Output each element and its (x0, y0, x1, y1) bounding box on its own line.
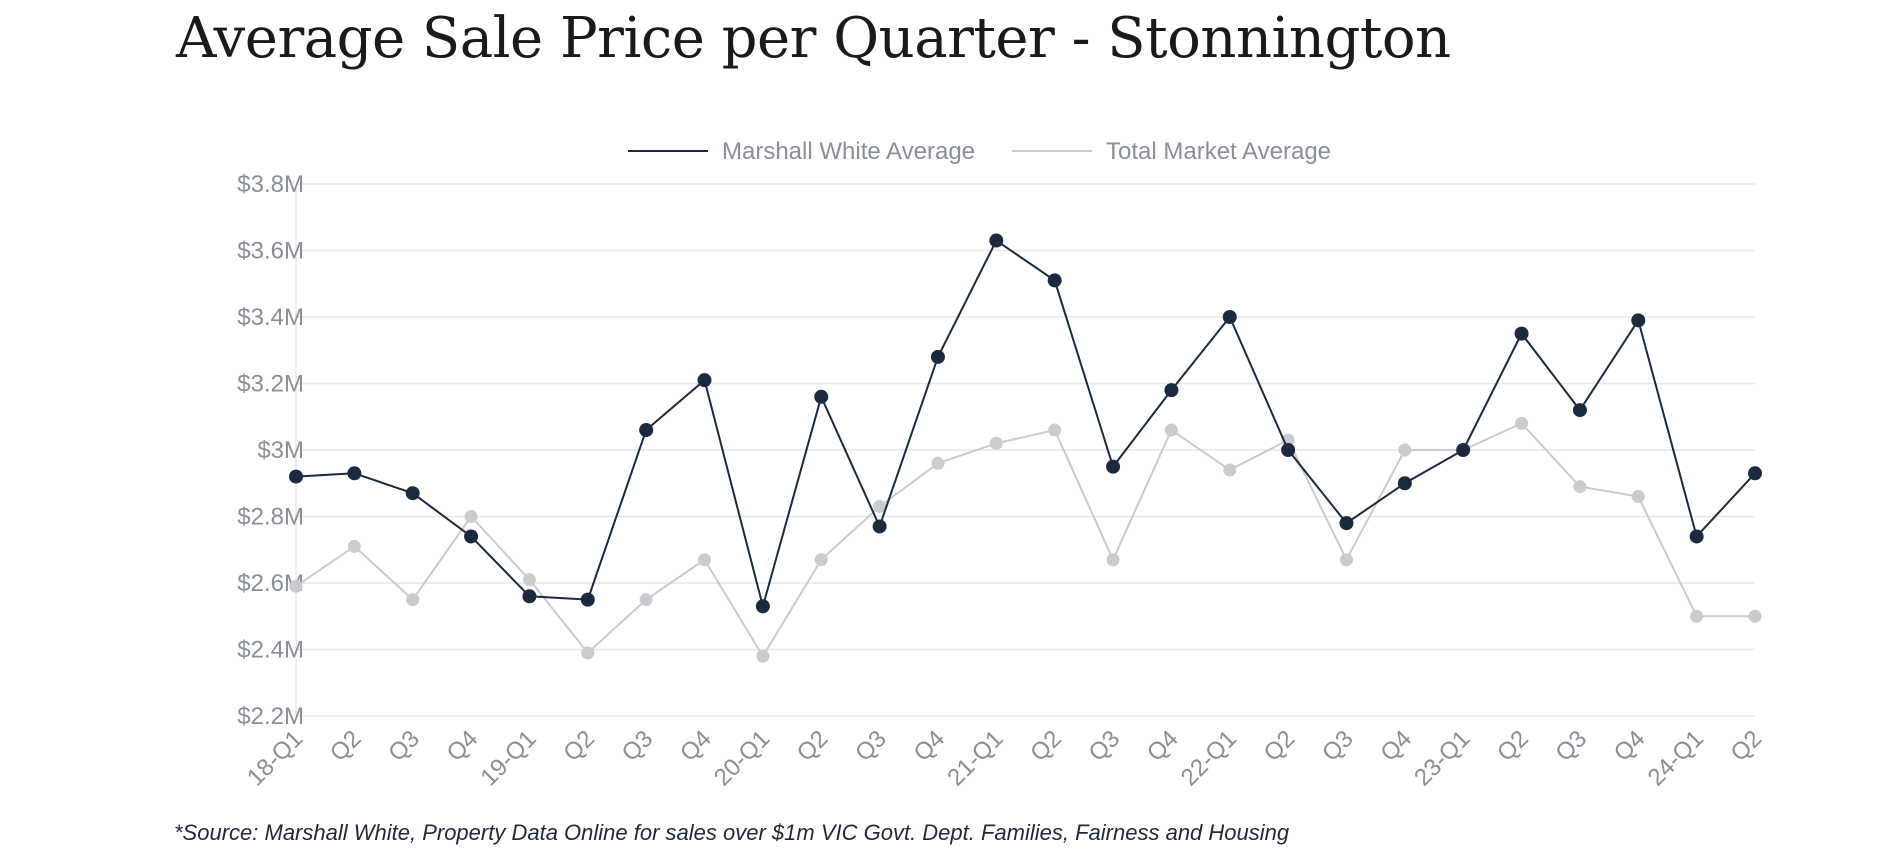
series-line (295, 239, 1756, 608)
x-tick-label: Q3 (850, 725, 892, 767)
data-point (931, 456, 945, 470)
data-point (930, 349, 945, 364)
data-point (989, 436, 1003, 450)
x-tick-label: 23-Q1 (1409, 725, 1475, 791)
data-point (989, 233, 1004, 248)
x-tick-label: Q3 (617, 725, 659, 767)
y-tick-label: $3.6M (237, 238, 304, 265)
data-point (289, 469, 303, 484)
data-point (1514, 326, 1529, 341)
data-point (1748, 609, 1762, 623)
source-note: *Source: Marshall White, Property Data O… (174, 820, 1290, 845)
x-tick-label: Q3 (383, 725, 425, 767)
data-point (1339, 516, 1354, 531)
x-tick-label: Q4 (1142, 725, 1184, 767)
legend-label-total-market: Total Market Average (1106, 138, 1331, 165)
data-point (756, 649, 770, 663)
data-point (1223, 463, 1237, 477)
data-point (1748, 466, 1762, 481)
x-tick-label: 21-Q1 (942, 725, 1008, 791)
x-tick-label: Q4 (1375, 725, 1417, 767)
data-point (697, 373, 712, 388)
data-point (1106, 459, 1121, 474)
data-point (872, 519, 887, 534)
data-point (1047, 273, 1062, 288)
page-title: Average Sale Price per Quarter - Stonnin… (176, 6, 1451, 71)
x-tick-label: Q4 (675, 725, 717, 767)
data-point (814, 553, 828, 567)
x-tick-label: 24-Q1 (1643, 725, 1709, 791)
data-point (1164, 383, 1179, 398)
y-tick-label: $3.2M (237, 371, 304, 398)
data-point (1631, 490, 1645, 504)
data-point (289, 579, 303, 593)
x-tick-label: 22-Q1 (1176, 725, 1242, 791)
data-point (1339, 553, 1353, 567)
x-tick-label: Q2 (1726, 725, 1768, 767)
data-point (406, 593, 420, 607)
data-point (1515, 416, 1529, 430)
x-tick-label: Q2 (325, 725, 367, 767)
x-tick-label: Q2 (1259, 725, 1301, 767)
data-point (639, 423, 654, 438)
data-point (347, 539, 361, 553)
data-point (522, 573, 536, 587)
series-line (295, 422, 1755, 658)
data-point (580, 592, 595, 607)
x-tick-label: Q2 (1492, 725, 1534, 767)
legend: Marshall White Average Total Market Aver… (628, 138, 1331, 165)
x-tick-label: Q2 (558, 725, 600, 767)
y-axis-ticks: $2.2M$2.4M$2.6M$2.8M$3M$3.2M$3.4M$3.6M$3… (237, 171, 304, 730)
x-tick-label: Q2 (792, 725, 834, 767)
series-marshall-white-average (289, 233, 1762, 614)
x-tick-label: 19-Q1 (475, 725, 541, 791)
data-point (1456, 443, 1471, 457)
x-tick-label: 18-Q1 (242, 725, 308, 791)
data-point (1631, 313, 1646, 328)
data-point (1398, 443, 1412, 457)
data-point (1048, 423, 1062, 437)
data-point (1573, 480, 1587, 494)
grid-lines (295, 183, 1755, 717)
x-tick-label: 20-Q1 (709, 725, 775, 791)
data-point (522, 589, 537, 604)
y-tick-label: $3.4M (237, 304, 304, 331)
data-point (405, 486, 420, 501)
y-tick-label: $2.4M (237, 637, 304, 664)
data-point (1222, 310, 1237, 324)
data-point (1397, 476, 1412, 491)
data-point (873, 500, 887, 514)
x-tick-label: Q3 (1550, 725, 1592, 767)
data-point (1281, 443, 1296, 457)
y-tick-label: $2.2M (237, 703, 304, 730)
x-tick-label: Q3 (1317, 725, 1359, 767)
y-tick-label: $2.8M (237, 504, 304, 531)
legend-label-marshall-white: Marshall White Average (722, 138, 975, 165)
data-point (639, 593, 653, 607)
data-point (581, 646, 595, 660)
y-tick-label: $3M (257, 437, 304, 464)
x-tick-label: Q4 (1609, 725, 1651, 767)
data-point (464, 529, 479, 544)
data-point (1572, 403, 1587, 418)
x-tick-label: Q3 (1084, 725, 1126, 767)
x-tick-label: Q4 (442, 725, 484, 767)
series-total-market-average (289, 416, 1762, 663)
data-point (698, 553, 712, 567)
x-tick-label: Q4 (908, 725, 950, 767)
data-point (464, 510, 478, 523)
data-point (1689, 529, 1704, 544)
data-point (1164, 423, 1178, 437)
x-tick-label: Q2 (1025, 725, 1067, 767)
data-point (755, 599, 770, 614)
y-tick-label: $3.8M (237, 171, 304, 198)
data-point (814, 389, 829, 404)
data-point (347, 466, 362, 481)
data-point (1106, 553, 1120, 567)
data-point (1690, 609, 1704, 623)
